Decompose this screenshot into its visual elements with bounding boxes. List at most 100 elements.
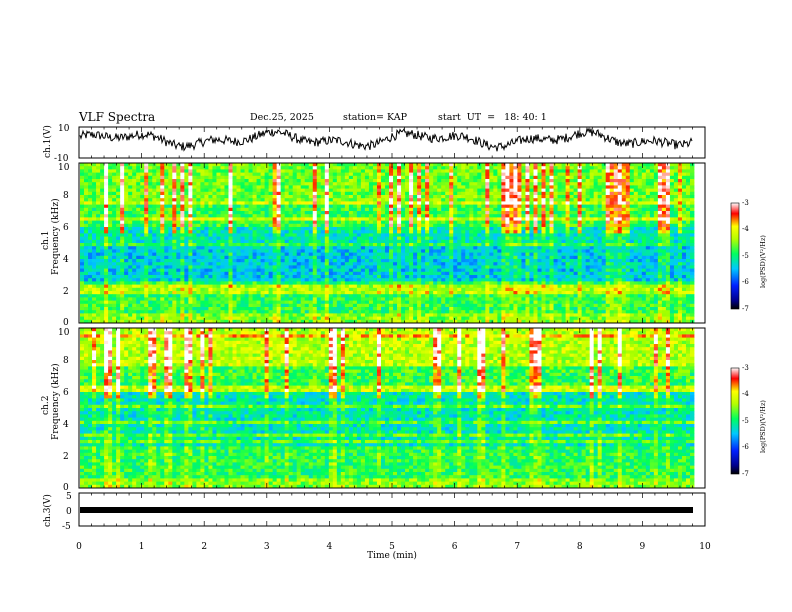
spectrogram-cell <box>248 172 253 177</box>
spectrogram-cell <box>661 172 667 177</box>
spectrogram-cell <box>409 166 414 170</box>
spectrogram-cell <box>509 243 514 247</box>
spectrogram-cell <box>136 255 141 260</box>
spectrogram-cell <box>372 214 378 218</box>
spectrogram-cell <box>413 227 418 231</box>
spectrogram-cell <box>232 172 237 177</box>
spectrogram-cell <box>397 198 402 202</box>
spectrogram-cell <box>633 207 639 212</box>
spectrogram-cell <box>653 230 659 234</box>
spectrogram-cell <box>425 211 430 215</box>
spectrogram-cell <box>248 227 253 231</box>
spectrogram-cell <box>224 243 229 247</box>
spectrogram-cell <box>613 185 619 189</box>
spectrogram-cell <box>300 239 306 244</box>
spectrogram-cell <box>581 172 587 177</box>
spectrogram-cell <box>569 243 574 247</box>
spectrogram-cell <box>368 198 374 202</box>
spectrogram-cell <box>641 169 647 173</box>
spectrogram-cell <box>320 185 326 189</box>
spectrogram-cell <box>505 214 510 218</box>
spectrogram-cell <box>288 204 294 209</box>
spectrogram-cell <box>513 204 518 209</box>
spectrogram-cell <box>481 163 486 167</box>
spectrogram-cell <box>509 182 514 186</box>
spectrogram-cell <box>292 175 298 180</box>
spectrogram-cell <box>336 227 342 231</box>
spectrogram-cell <box>144 182 149 186</box>
spectrogram-cell <box>497 163 502 167</box>
spectrogram-cell <box>112 243 117 247</box>
spectrogram-cell <box>669 169 675 173</box>
spectrogram-cell <box>597 217 603 221</box>
spectrogram-cell <box>449 207 454 212</box>
spectrogram-cell <box>581 262 587 266</box>
spectrogram-cell <box>485 185 490 189</box>
spectrogram-cell <box>437 239 442 244</box>
spectrogram-cell <box>445 239 450 244</box>
spectrogram-cell <box>653 172 659 177</box>
spectrogram-cell <box>376 227 382 231</box>
spectrogram-cell <box>116 185 121 189</box>
spectrogram-cell <box>300 217 306 221</box>
spectrogram-cell <box>368 188 374 193</box>
spectrogram-cell <box>232 198 237 202</box>
spectrogram-cell <box>208 169 213 173</box>
spectrogram-cell <box>653 204 659 209</box>
spectrogram-cell <box>284 259 290 263</box>
spectrogram-cell <box>581 227 587 231</box>
spectrogram-cell <box>529 175 534 180</box>
spectrogram-cell <box>192 220 197 225</box>
spectrogram-cell <box>677 169 683 173</box>
spectrogram-cell <box>300 207 306 212</box>
spectrogram-cell <box>152 166 157 170</box>
spectrogram-cell <box>332 175 338 180</box>
spectrogram-cell <box>124 259 129 263</box>
spectrogram-cell <box>236 211 241 215</box>
spectrogram-cell <box>100 236 105 241</box>
spectrogram-cell <box>429 243 434 247</box>
spectrogram-cell <box>336 175 342 180</box>
spectrogram-cell <box>336 195 342 199</box>
spectrogram-cell <box>529 182 534 186</box>
spectrogram-cell <box>172 255 177 260</box>
spectrogram-cell <box>669 211 675 215</box>
spectrogram-cell <box>673 220 679 225</box>
spectrogram-cell <box>204 191 209 196</box>
spectrogram-cell <box>304 243 310 247</box>
spectrogram-cell <box>168 179 173 183</box>
spectrogram-cell <box>493 198 498 202</box>
spectrogram-cell <box>613 230 619 234</box>
spectrogram-cell <box>120 188 125 193</box>
spectrogram-cell <box>649 172 655 177</box>
spectrogram-cell <box>384 233 390 237</box>
spectrogram-cell <box>260 169 265 173</box>
spectrogram-cell <box>397 172 402 177</box>
spectrogram-cell <box>493 217 498 221</box>
spectrogram-cell <box>445 230 450 234</box>
spectrogram-cell <box>220 195 225 199</box>
spectrogram-cell <box>204 214 209 218</box>
spectrogram-cell <box>573 172 579 177</box>
spectrogram-cell <box>645 191 651 196</box>
spectrogram-cell <box>685 198 691 202</box>
spectrogram-cell <box>669 236 675 241</box>
spectrogram-cell <box>673 249 679 253</box>
spectrogram-cell <box>481 175 486 180</box>
spectrogram-cell <box>489 191 494 196</box>
spectrogram-cell <box>517 262 522 266</box>
spectrogram-cell <box>352 201 358 205</box>
spectrogram-cell <box>120 169 125 173</box>
spectrogram-cell <box>501 259 506 263</box>
spectrogram-cell <box>629 179 635 183</box>
spectrogram-cell <box>681 255 687 260</box>
spectrogram-cell <box>549 252 554 257</box>
spectrogram-cell <box>300 169 306 173</box>
spectrogram-cell <box>324 259 330 263</box>
spectrogram-cell <box>525 230 530 234</box>
spectrogram-cell <box>80 191 85 196</box>
spectrogram-cell <box>437 207 442 212</box>
spectrogram-cell <box>417 169 422 173</box>
spectrogram-cell <box>200 163 205 167</box>
spectrogram-cell <box>256 220 261 225</box>
